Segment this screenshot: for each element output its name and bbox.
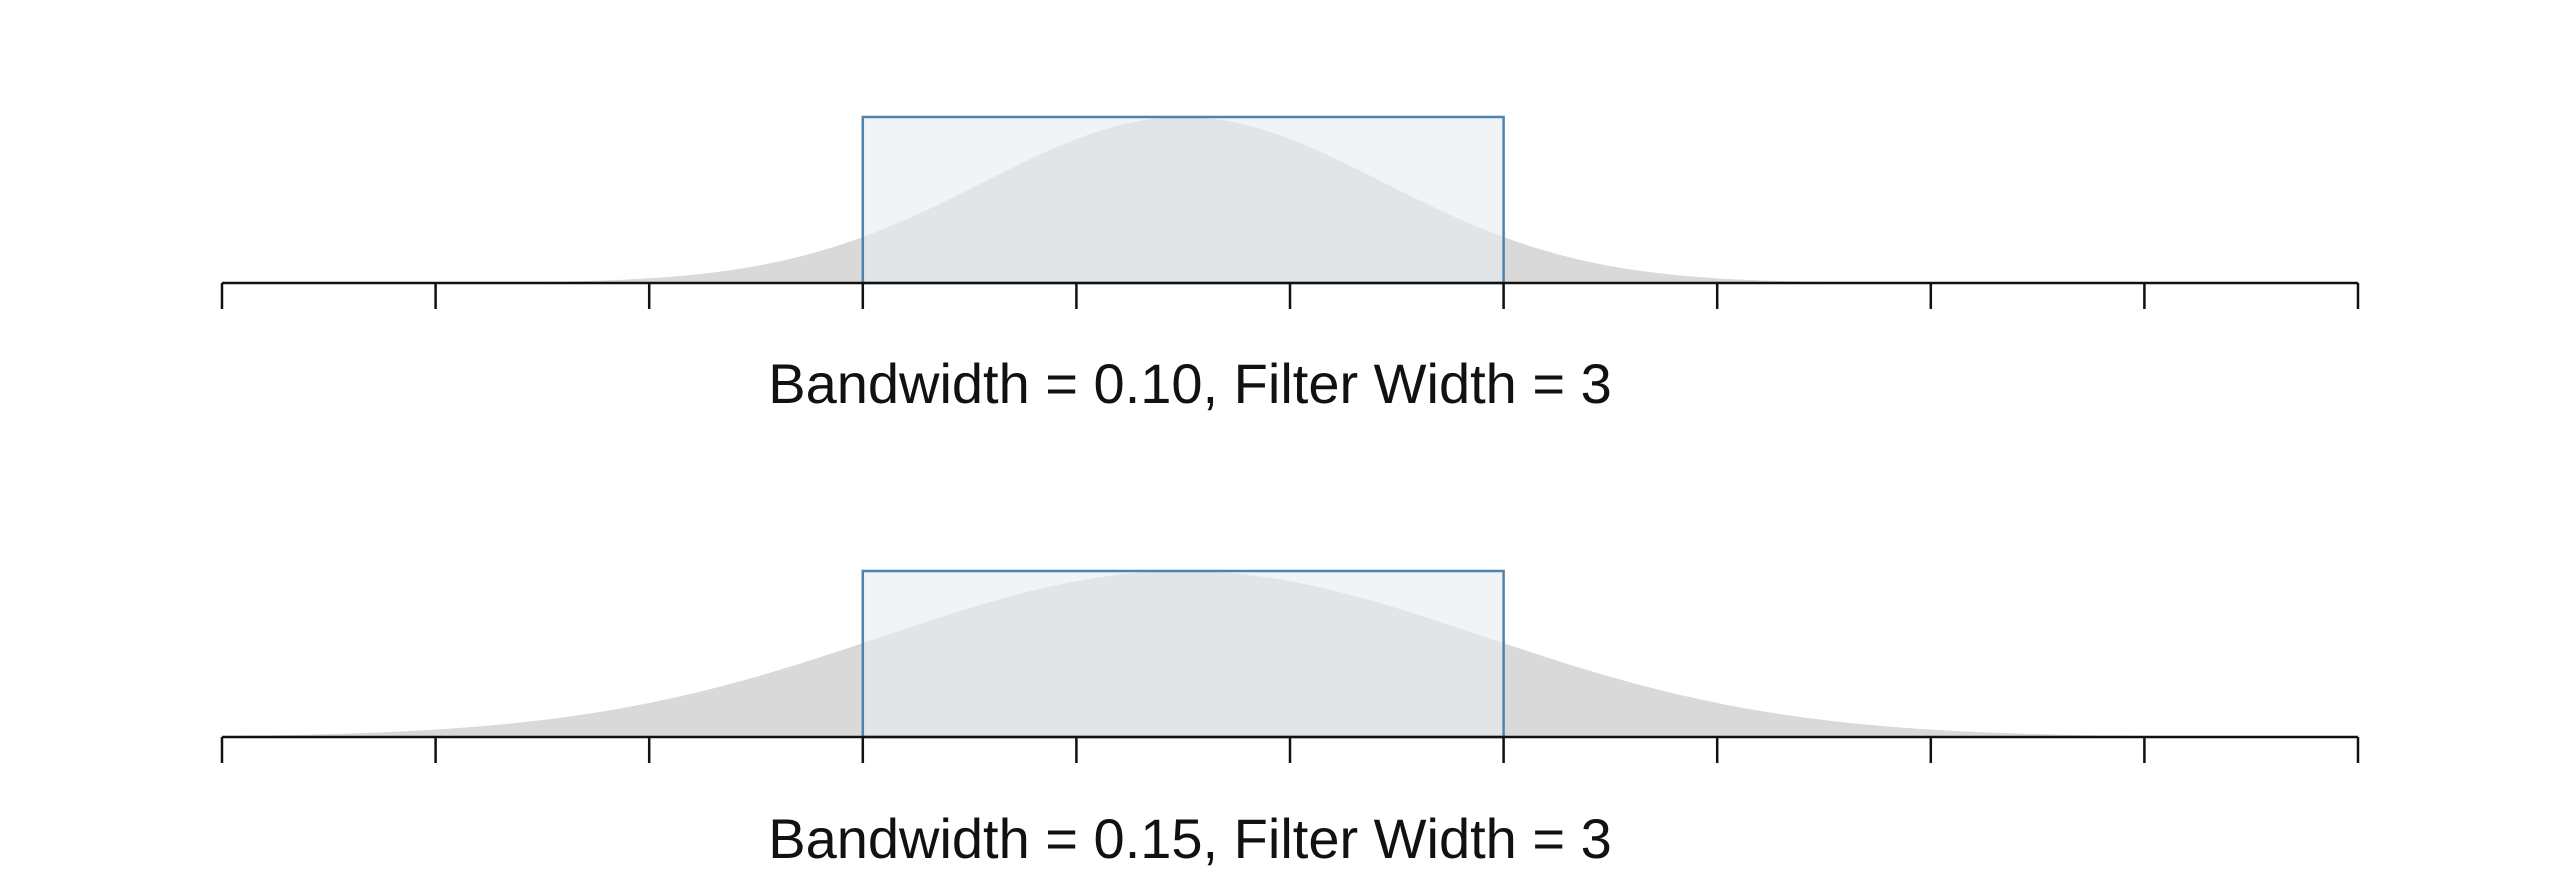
panel-bandwidth-0-15: Bandwidth = 0.15, Filter Width = 3 [220, 569, 2360, 870]
filter-window-rect [861, 569, 1505, 739]
panel-caption: Bandwidth = 0.10, Filter Width = 3 [768, 352, 1612, 415]
tick-axis [220, 735, 2360, 763]
panel-bandwidth-0-10: Bandwidth = 0.10, Filter Width = 3 [220, 115, 2360, 415]
tick-axis [220, 281, 2360, 309]
panel-caption: Bandwidth = 0.15, Filter Width = 3 [768, 807, 1612, 870]
filter-window-rect [861, 115, 1505, 285]
